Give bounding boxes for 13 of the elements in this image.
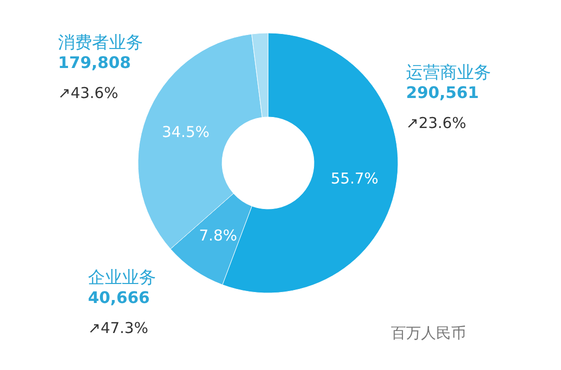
text: 40,666: [88, 288, 150, 307]
slice-label: 运营商业务: [406, 63, 491, 83]
text: ↗43.6%: [58, 84, 118, 102]
text: ↗23.6%: [406, 114, 466, 132]
data-label: 34.5%: [162, 122, 210, 141]
text: 290,561: [406, 83, 479, 102]
slice-label: 企业业务: [88, 268, 156, 288]
data-label: 7.8%: [199, 226, 238, 244]
text: 179,808: [58, 53, 131, 72]
text: ↗47.3%: [88, 319, 148, 337]
slice-label: 消费者业务: [58, 33, 143, 53]
data-label: 55.7%: [330, 170, 378, 188]
text: 百万人民币: [391, 324, 466, 342]
